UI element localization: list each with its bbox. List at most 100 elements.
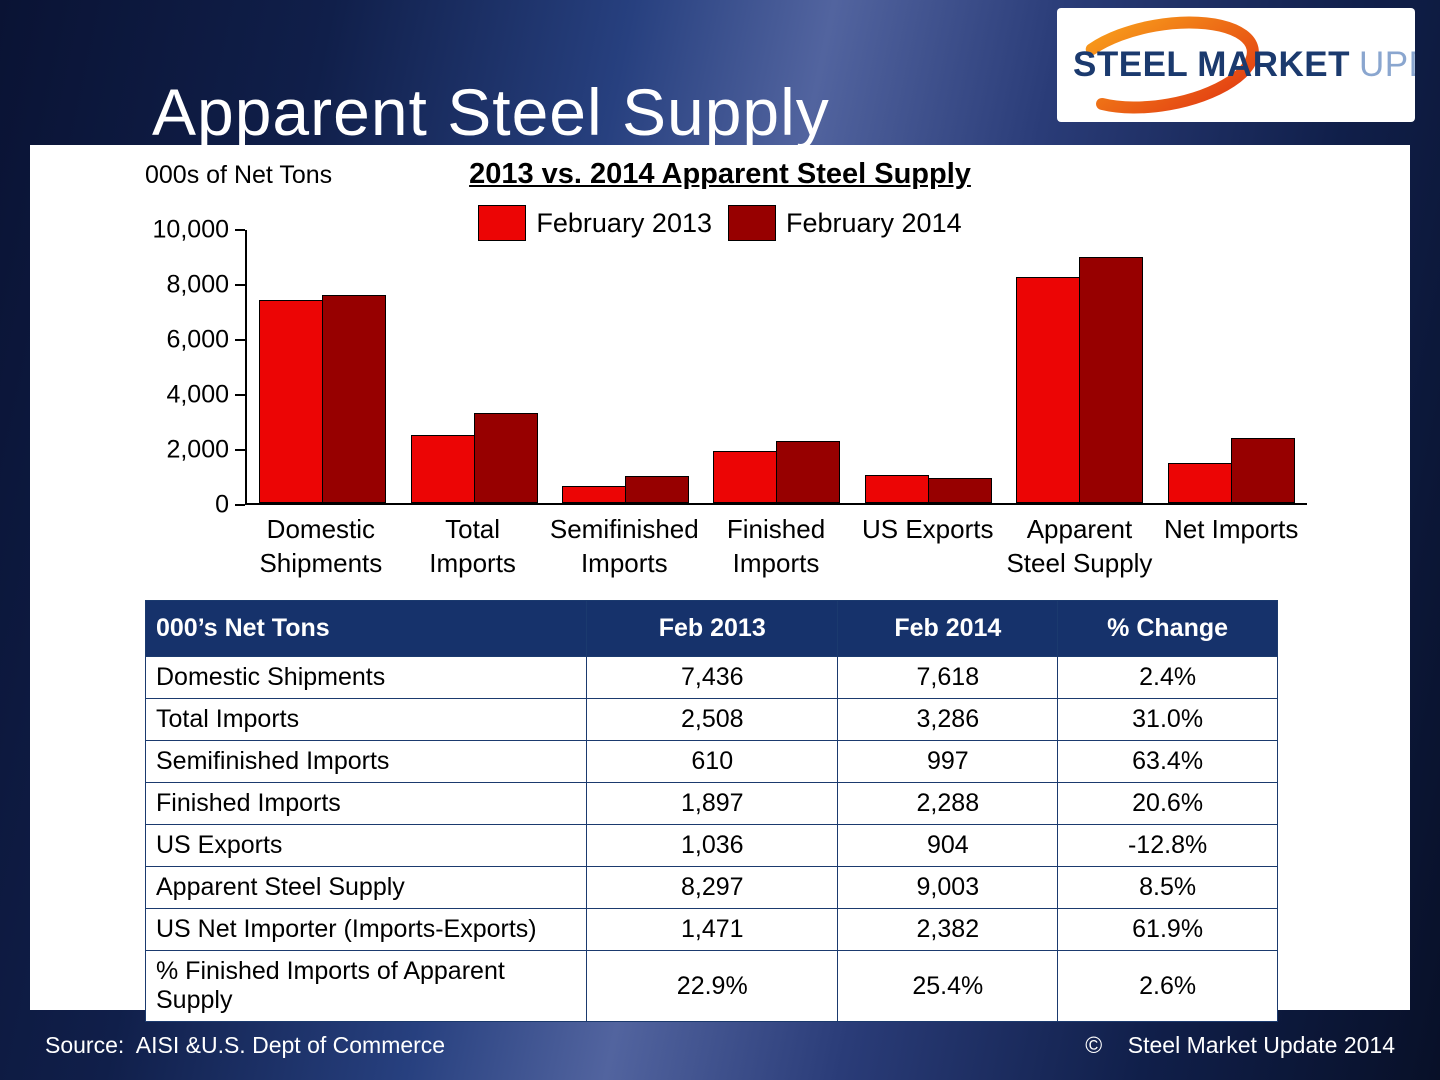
legend-item: February 2013 — [478, 205, 712, 241]
table-row: US Net Importer (Imports-Exports) 1,471 2,… — [144, 908, 1278, 951]
table-cell: 25.4% — [837, 950, 1059, 1022]
table-cell: 7,618 — [837, 656, 1059, 699]
table-header: 000’s Net Tons Feb 2013 Feb 2014% Change — [144, 600, 1278, 657]
table-cell: 2,288 — [837, 782, 1059, 825]
legend-swatch — [478, 205, 527, 241]
bar-february-2013 — [410, 434, 475, 503]
table-cell: % Finished Imports of Apparent Supply — [144, 950, 588, 1022]
bar-february-2013 — [713, 451, 778, 503]
y-tick-mark — [235, 449, 245, 451]
table-row: % Finished Imports of Apparent Supply 22.… — [144, 950, 1278, 1022]
bar-february-2013 — [259, 300, 324, 503]
y-tick-label: 0 — [215, 490, 229, 519]
table-cell: 2,382 — [837, 908, 1059, 951]
source-text: Source: AISI &U.S. Dept of Commerce — [45, 1031, 446, 1058]
table-cell: 997 — [837, 740, 1059, 783]
table-cell: US Net Importer (Imports-Exports) — [144, 908, 588, 951]
logo-word-market: MARKET — [1197, 45, 1351, 84]
bar-group — [853, 230, 1004, 503]
legend-item: February 2014 — [728, 205, 962, 241]
table-cell: 2.4% — [1057, 656, 1278, 699]
table-row: Finished Imports 1,897 2,288 20.6% — [144, 782, 1278, 825]
bar-february-2014 — [776, 440, 841, 503]
y-axis-labels: 0 2,000 4,000 6,000 8,000 10,000 — [45, 216, 245, 519]
table-header-cell: Feb 2013 — [586, 600, 839, 657]
y-tick-label: 4,000 — [166, 380, 229, 409]
table-header-row: 000’s Net Tons Feb 2013 Feb 2014% Change — [144, 600, 1278, 657]
y-tick-label: 6,000 — [166, 325, 229, 354]
page-title: Apparent Steel Supply — [152, 75, 830, 150]
bar-february-2014 — [625, 475, 690, 503]
chart-legend: February 2013 February 2014 — [30, 205, 1410, 241]
table-cell: 1,471 — [586, 908, 839, 951]
x-axis-labels: Domestic Shipments Total Imports Semifinis… — [245, 513, 1307, 581]
table-row: Semifinished Imports 610 997 63.4% — [144, 740, 1278, 783]
steel-market-update-logo: STEEL MARKET UPDATE — [1057, 8, 1415, 122]
table-header-cell: % Change — [1057, 600, 1278, 657]
footer: Source: AISI &U.S. Dept of Commerce © St… — [0, 1010, 1440, 1080]
legend-swatch — [728, 205, 776, 241]
table-cell: 8.5% — [1057, 866, 1278, 909]
content-panel: 000s of Net Tons 2013 vs. 2014 Apparent … — [30, 145, 1410, 1022]
x-axis-label: Net Imports — [1163, 514, 1299, 544]
plot-area: 0 2,000 4,000 6,000 8,000 10,000 — [153, 216, 1307, 519]
bar-group — [1004, 230, 1155, 503]
table-cell: 9,003 — [837, 866, 1059, 909]
table-cell: 63.4% — [1057, 740, 1278, 783]
y-tick-mark — [235, 504, 245, 506]
bar-february-2014 — [927, 478, 992, 503]
table-cell: US Exports — [144, 824, 588, 867]
copyright-text: © Steel Market Update 2014 — [1085, 1031, 1395, 1058]
bar-group — [247, 230, 398, 503]
y-tick-mark — [235, 394, 245, 396]
table-row: Apparent Steel Supply 8,297 9,003 8.5% — [144, 866, 1278, 909]
x-axis-label: Total Imports — [429, 514, 516, 578]
x-axis-label: Finished Imports — [726, 514, 826, 578]
bar-february-2013 — [562, 486, 627, 503]
bar-group — [1156, 230, 1307, 503]
table-cell: Total Imports — [144, 698, 588, 741]
table-body: Domestic Shipments 7,436 7,618 2.4% Total Im… — [144, 656, 1278, 1022]
chart-title: 2013 vs. 2014 Apparent Steel Supply — [469, 158, 971, 190]
y-axis-unit-label: 000s of Net Tons — [145, 161, 333, 189]
y-tick-label: 2,000 — [166, 435, 229, 464]
x-axis-label: Semifinished Imports — [549, 514, 699, 578]
table-header-cell: 000’s Net Tons — [144, 600, 588, 657]
y-tick-mark — [235, 284, 245, 286]
table-cell: 2,508 — [586, 698, 839, 741]
table-cell: Finished Imports — [144, 782, 588, 825]
table-cell: 1,897 — [586, 782, 839, 825]
table-cell: -12.8% — [1057, 824, 1278, 867]
bar-february-2014 — [1230, 437, 1295, 503]
x-axis-label: US Exports — [861, 514, 994, 544]
table-cell: 610 — [586, 740, 839, 783]
table-cell: 31.0% — [1057, 698, 1278, 741]
data-table: 000’s Net Tons Feb 2013 Feb 2014% Change D… — [144, 600, 1278, 1022]
legend-label: February 2014 — [786, 207, 962, 238]
y-tick-mark — [235, 339, 245, 341]
table-cell: 904 — [837, 824, 1059, 867]
table-cell: 3,286 — [837, 698, 1059, 741]
bar-february-2014 — [1079, 257, 1144, 503]
x-axis-label: Apparent Steel Supply — [1006, 514, 1153, 578]
table-cell: Semifinished Imports — [144, 740, 588, 783]
table-cell: Domestic Shipments — [144, 656, 588, 699]
bar-group — [398, 230, 549, 503]
table-cell: 7,436 — [586, 656, 839, 699]
table-row: Total Imports 2,508 3,286 31.0% — [144, 698, 1278, 741]
x-axis-label: Domestic Shipments — [259, 514, 383, 578]
table-cell: 22.9% — [586, 950, 839, 1022]
bar-february-2014 — [473, 413, 538, 503]
bar-group — [550, 230, 701, 503]
table-cell: 20.6% — [1057, 782, 1278, 825]
bar-february-2013 — [1016, 276, 1081, 503]
bars-area — [245, 230, 1307, 505]
bar-february-2013 — [1167, 462, 1232, 503]
table-row: Domestic Shipments 7,436 7,618 2.4% — [144, 656, 1278, 699]
legend-label: February 2013 — [536, 207, 712, 238]
y-tick-label: 8,000 — [166, 270, 229, 299]
y-tick-mark — [235, 229, 245, 231]
logo-word-steel: STEEL — [1073, 45, 1189, 84]
table-cell: Apparent Steel Supply — [144, 866, 588, 909]
